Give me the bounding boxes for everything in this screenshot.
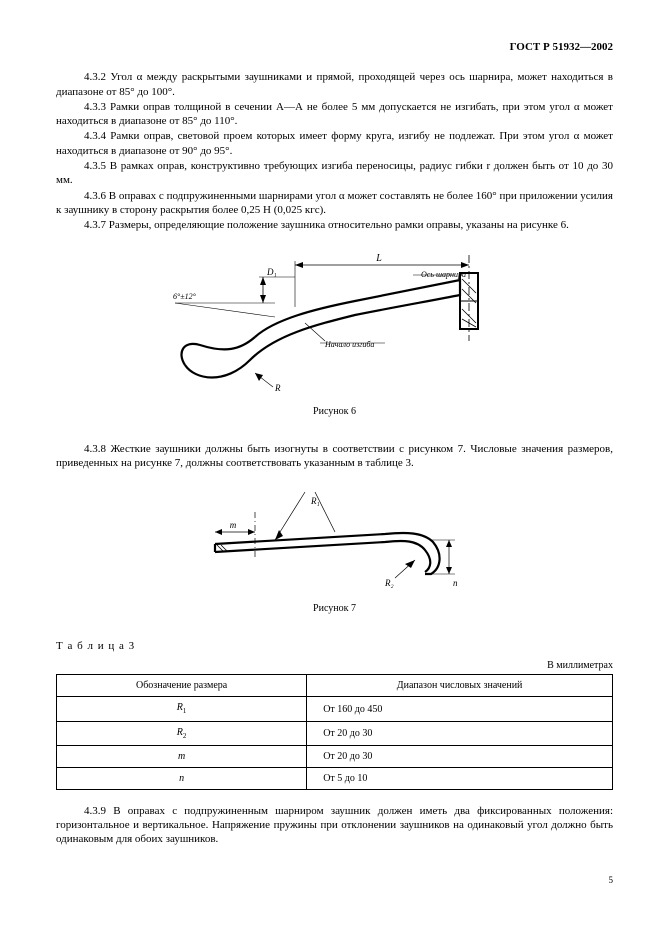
table-row: R2От 20 до 30	[57, 721, 613, 745]
figure-6: L Ось шарнира D₁ 6°±12° Начало изгиба R	[56, 245, 613, 395]
page-number: 5	[56, 875, 613, 887]
table-3: Обозначение размера Диапазон числовых зн…	[56, 674, 613, 789]
para-4-3-5: 4.3.5 В рамках оправ, конструктивно треб…	[56, 159, 613, 188]
fig6-label-axis: Ось шарнира	[421, 270, 466, 279]
table-cell-symbol: m	[57, 745, 307, 767]
fig7-label-R2: R₂	[384, 578, 394, 588]
fig6-label-L: L	[375, 253, 382, 264]
figure-7-caption: Рисунок 7	[56, 602, 613, 615]
fig7-label-n: n	[453, 578, 458, 588]
para-4-3-4: 4.3.4 Рамки оправ, световой проем которы…	[56, 129, 613, 158]
para-4-3-6: 4.3.6 В оправах с подпружиненными шарнир…	[56, 189, 613, 218]
para-4-3-3: 4.3.3 Рамки оправ толщиной в сечении А—А…	[56, 100, 613, 129]
table-row: R1От 160 до 450	[57, 697, 613, 721]
fig6-label-R: R	[274, 383, 281, 393]
table-row: mОт 20 до 30	[57, 745, 613, 767]
table-cell-symbol: R2	[57, 721, 307, 745]
table-row: nОт 5 до 10	[57, 767, 613, 789]
table-cell-range: От 160 до 450	[307, 697, 613, 721]
figure-7: m R₁ R₂ n	[56, 482, 613, 592]
table3-head-a: Обозначение размера	[57, 675, 307, 697]
para-4-3-2: 4.3.2 Угол α между раскрытыми заушниками…	[56, 70, 613, 99]
fig6-label-bend: Начало изгиба	[324, 340, 374, 349]
table-cell-range: От 20 до 30	[307, 745, 613, 767]
para-4-3-9: 4.3.9 В оправах с подпружиненным шарниро…	[56, 804, 613, 847]
table-cell-range: От 5 до 10	[307, 767, 613, 789]
fig6-label-angle: 6°±12°	[173, 292, 197, 301]
fig7-label-m: m	[229, 520, 236, 530]
table-cell-range: От 20 до 30	[307, 721, 613, 745]
para-4-3-8: 4.3.8 Жесткие заушники должны быть изогн…	[56, 442, 613, 471]
figure-6-caption: Рисунок 6	[56, 405, 613, 418]
page: ГОСТ Р 51932—2002 4.3.2 Угол α между рас…	[0, 0, 661, 916]
table3-title: Т а б л и ц а 3	[56, 639, 613, 653]
fig6-label-D1: D₁	[266, 267, 277, 277]
table3-head-b: Диапазон числовых значений	[307, 675, 613, 697]
table-cell-symbol: R1	[57, 697, 307, 721]
standard-header: ГОСТ Р 51932—2002	[56, 40, 613, 54]
fig7-label-R1: R₁	[310, 496, 320, 506]
table3-unit: В миллиметрах	[56, 659, 613, 672]
table-cell-symbol: n	[57, 767, 307, 789]
para-4-3-7: 4.3.7 Размеры, определяющие положение за…	[56, 218, 613, 232]
